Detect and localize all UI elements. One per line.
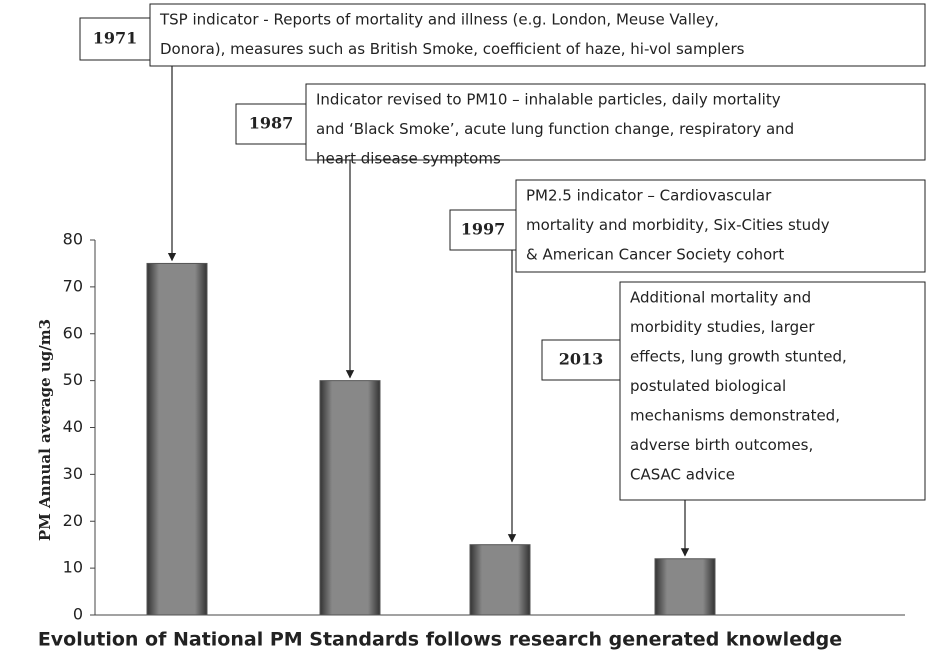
annotation-line: Donora), measures such as British Smoke,… <box>160 40 745 58</box>
annotation-line: mechanisms demonstrated, <box>630 407 840 425</box>
text-box <box>515 179 926 273</box>
annotation-line: Additional mortality and <box>630 289 811 307</box>
y-tick-label: 70 <box>63 276 83 295</box>
annotation-line: CASAC advice <box>630 466 735 484</box>
y-tick-label: 0 <box>73 605 83 624</box>
annotation-line: Indicator revised to PM10 – inhalable pa… <box>316 91 781 109</box>
x-axis-title: Evolution of National PM Standards follo… <box>38 629 842 651</box>
y-tick-label: 40 <box>63 417 83 436</box>
bar <box>654 558 716 616</box>
year-label: 1997 <box>461 220 506 239</box>
annotation-line: mortality and morbidity, Six-Cities stud… <box>526 216 830 234</box>
y-axis-title: PM Annual average ug/m3 <box>36 319 54 541</box>
bar <box>319 380 381 616</box>
text-box <box>305 83 926 161</box>
text-box <box>619 281 926 501</box>
bar <box>469 544 531 616</box>
annotation-line: morbidity studies, larger <box>630 318 815 336</box>
y-tick-label: 80 <box>63 230 83 249</box>
year-box <box>449 209 517 251</box>
y-tick-label: 50 <box>63 370 83 389</box>
annotation-line: PM2.5 indicator – Cardiovascular <box>526 187 772 205</box>
annotation-line: postulated biological <box>630 377 786 395</box>
annotation-line: effects, lung growth stunted, <box>630 348 847 366</box>
year-box <box>541 339 621 381</box>
year-label: 1971 <box>93 29 138 48</box>
text-box <box>149 3 926 67</box>
year-label: 2013 <box>559 350 604 369</box>
annotation-line: adverse birth outcomes, <box>630 436 813 454</box>
year-box <box>79 17 151 61</box>
year-box <box>235 103 307 145</box>
y-tick-label: 20 <box>63 511 83 530</box>
annotation-line: & American Cancer Society cohort <box>526 246 784 264</box>
y-tick-label: 10 <box>63 558 83 577</box>
bar <box>146 262 208 616</box>
annotation-line: TSP indicator - Reports of mortality and… <box>159 11 719 29</box>
y-tick-label: 30 <box>63 464 83 483</box>
y-tick-label: 60 <box>63 323 83 342</box>
annotation-line: and ‘Black Smoke’, acute lung function c… <box>316 120 794 138</box>
annotation-line: heart disease symptoms <box>316 150 501 168</box>
year-label: 1987 <box>249 114 294 133</box>
